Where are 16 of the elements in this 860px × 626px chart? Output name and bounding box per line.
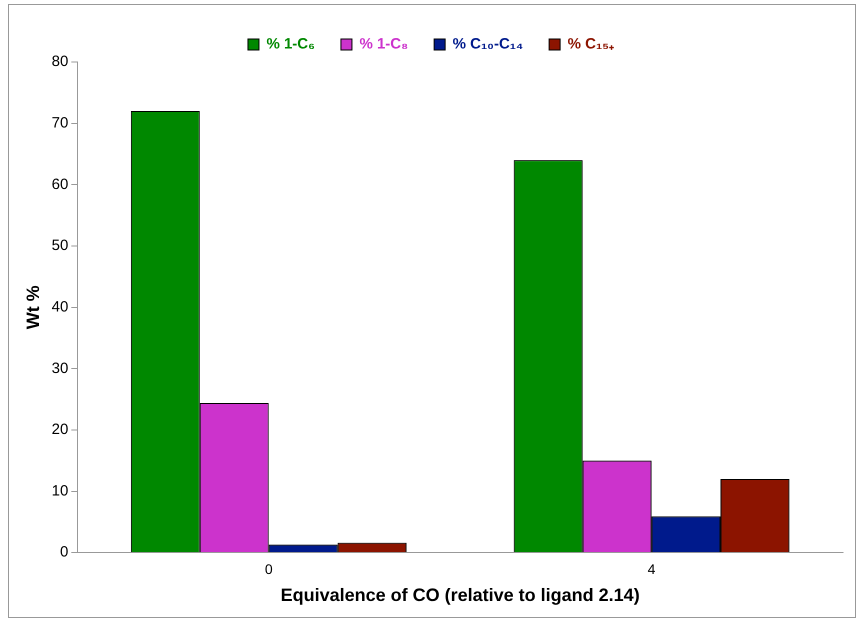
y-tick-label: 20 xyxy=(52,421,68,438)
legend-label: % C₁₀-C₁₄ xyxy=(452,36,524,53)
y-tick-label: 70 xyxy=(52,114,68,132)
y-axis-title: Wt % xyxy=(22,285,43,330)
y-tick-label: 10 xyxy=(52,482,68,500)
y-tick-label: 50 xyxy=(52,237,68,254)
y-tick-label: 60 xyxy=(52,176,68,193)
x-tick-label: 4 xyxy=(648,560,656,577)
y-tick-label: 40 xyxy=(52,298,68,316)
legend-label: % C₁₅₊ xyxy=(568,36,614,53)
legend-label: % 1-C₈ xyxy=(359,36,408,53)
y-tick-label: 30 xyxy=(52,360,68,377)
y-tick-label: 0 xyxy=(60,544,68,561)
x-axis-title: Equivalence of CO (relative to ligand 2.14) xyxy=(280,585,640,606)
y-tick-label: 80 xyxy=(52,53,68,70)
legend-label: % 1-C₆ xyxy=(266,36,315,53)
